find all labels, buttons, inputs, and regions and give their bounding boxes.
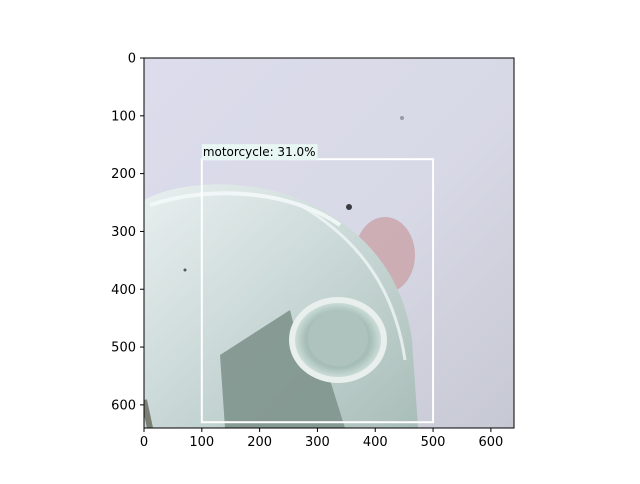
y-tick-label: 100	[111, 109, 136, 124]
x-tick-label: 300	[305, 435, 330, 450]
axes-frame	[143, 57, 515, 429]
x-tick-label: 500	[421, 435, 446, 450]
y-tick-label: 500	[111, 341, 136, 356]
detection-label-background	[201, 144, 318, 161]
y-tick-label: 300	[111, 225, 136, 240]
y-tick-label: 0	[128, 52, 136, 67]
y-tick-label: 400	[111, 283, 136, 298]
photo-of-glass-object	[144, 58, 514, 428]
y-tick-label: 200	[111, 167, 136, 182]
y-tick-label: 600	[111, 398, 136, 413]
x-tick-label: 600	[478, 435, 503, 450]
detection-label: motorcycle: 31.0%	[203, 145, 316, 159]
x-tick-label: 200	[247, 435, 272, 450]
x-tick-label: 400	[363, 435, 388, 450]
x-tick-label: 0	[140, 435, 148, 450]
x-tick-label: 100	[189, 435, 214, 450]
